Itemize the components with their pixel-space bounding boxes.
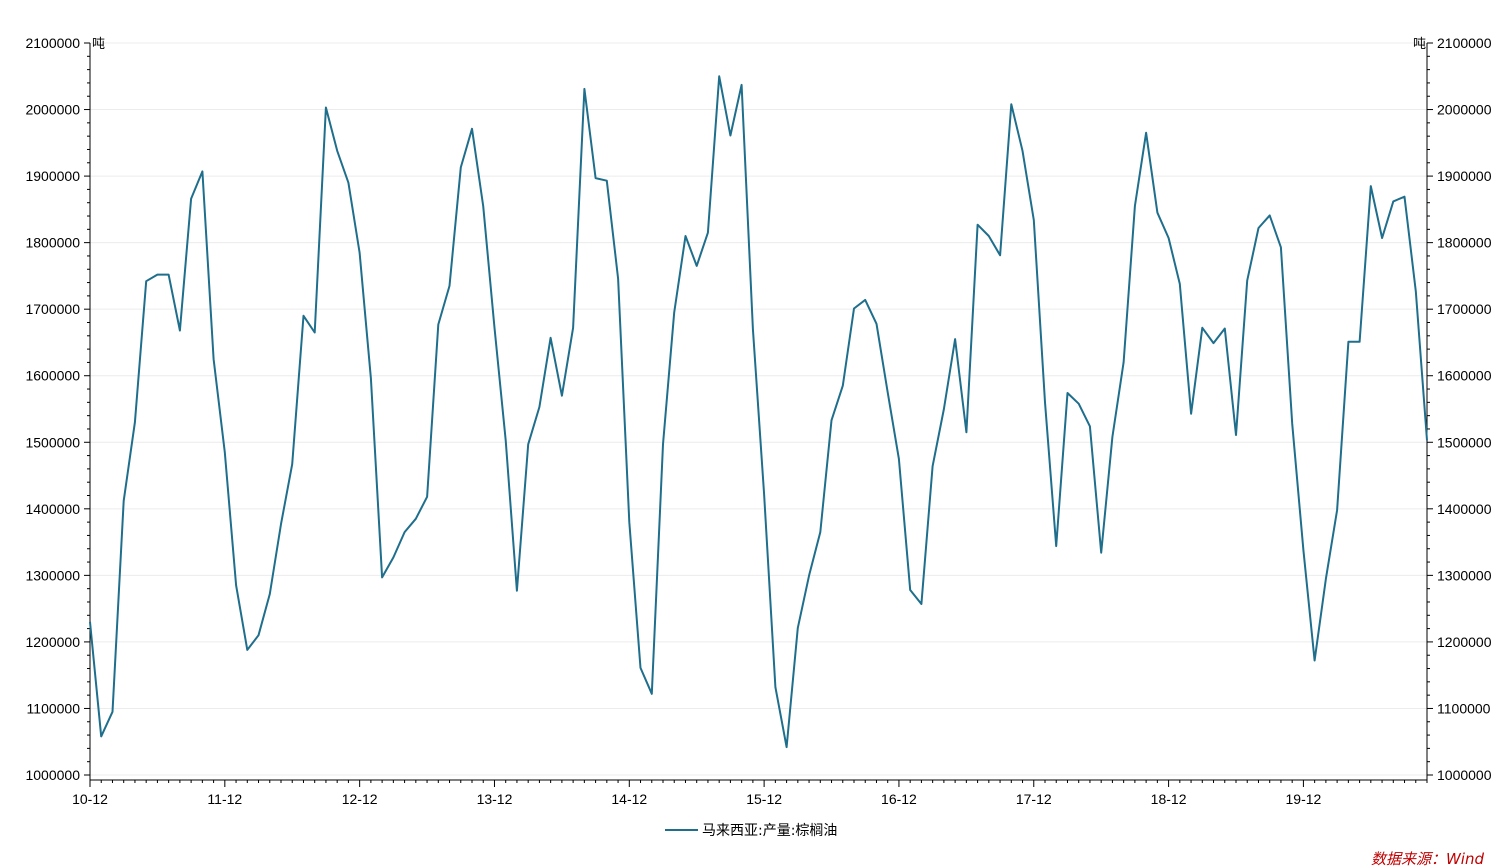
y-tick-label-left: 1700000 (25, 301, 80, 317)
legend: 马来西亚:产量:棕榈油 (665, 823, 837, 839)
y-tick-label-left: 1200000 (25, 634, 80, 650)
y-tick-label-right: 1100000 (1437, 700, 1491, 716)
x-tick-label: 15-12 (746, 791, 782, 807)
left-y-ticks: 1000000 1100000 1200000 1300000 1400000 15000… (25, 35, 90, 783)
y-tick-label-left: 2100000 (25, 35, 80, 51)
axes (89, 43, 1428, 781)
y-tick-label-right: 1400000 (1437, 501, 1492, 517)
y-tick-label-right: 2100000 (1437, 35, 1492, 51)
x-tick-label: 18-12 (1151, 791, 1187, 807)
y-tick-label-right: 1500000 (1437, 434, 1492, 450)
y-tick-label-right: 1000000 (1437, 767, 1492, 783)
y-tick-label-left: 1900000 (25, 168, 80, 184)
y-tick-label-left: 1600000 (25, 368, 80, 384)
right-y-unit: 吨 (1413, 37, 1426, 52)
y-tick-label-right: 1200000 (1437, 634, 1492, 650)
legend-label: 马来西亚:产量:棕榈油 (702, 823, 837, 839)
x-tick-label: 11-12 (207, 791, 242, 807)
x-tick-label: 14-12 (611, 791, 647, 807)
y-tick-label-left: 2000000 (25, 102, 80, 118)
y-tick-label-right: 1700000 (1437, 301, 1492, 317)
y-tick-label-right: 1600000 (1437, 368, 1492, 384)
y-tick-label-left: 1000000 (25, 767, 80, 783)
x-tick-label: 10-12 (72, 791, 108, 807)
y-tick-label-right: 2000000 (1437, 102, 1492, 118)
y-tick-label-left: 1400000 (25, 501, 80, 517)
y-tick-label-left: 1100000 (27, 700, 81, 716)
y-tick-label-right: 1800000 (1437, 235, 1492, 251)
data-source: 数据来源：Wind (1371, 850, 1485, 868)
right-y-ticks: 1000000 1100000 1200000 1300000 1400000 15000… (1427, 35, 1492, 783)
x-tick-label: 12-12 (342, 791, 378, 807)
y-tick-label-left: 1300000 (25, 567, 80, 583)
x-tick-label: 19-12 (1286, 791, 1322, 807)
y-tick-label-left: 1800000 (25, 235, 80, 251)
series-line (89, 75, 1428, 749)
gridlines (90, 42, 1427, 776)
y-tick-label-right: 1300000 (1437, 567, 1492, 583)
y-tick-label-right: 1900000 (1437, 168, 1492, 184)
left-y-unit: 吨 (92, 37, 105, 52)
series-group (89, 75, 1428, 749)
x-tick-label: 13-12 (477, 791, 513, 807)
y-tick-label-left: 1500000 (25, 434, 80, 450)
x-tick-label: 17-12 (1016, 791, 1052, 807)
x-tick-label: 16-12 (881, 791, 917, 807)
x-ticks: 10-12 11-12 12-12 13-12 14-12 15-12 16-12 17-12… (72, 780, 1428, 807)
